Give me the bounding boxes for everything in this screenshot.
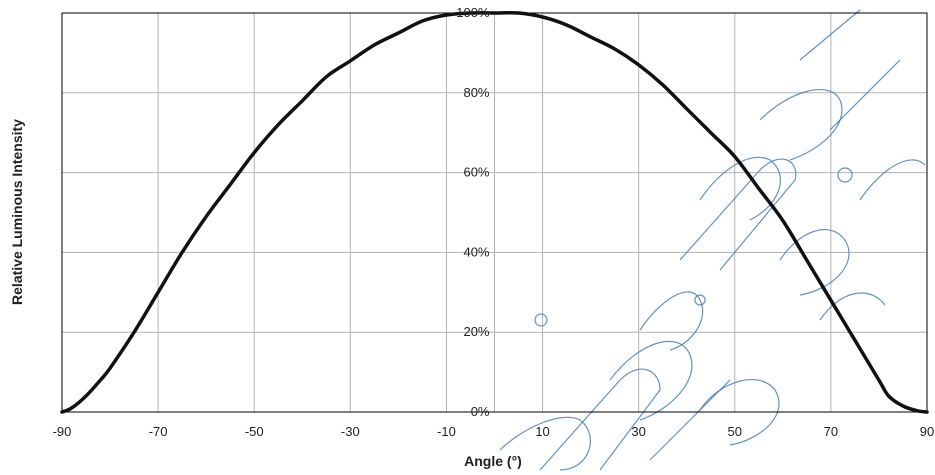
x-tick-labels: -90 -70 -50 -30 -10 10 30 50 70 90 [53, 424, 935, 439]
x-axis-title: Angle (°) [464, 453, 522, 469]
y-tick-label: 20% [463, 324, 489, 339]
watermark-stroke-1 [539, 368, 661, 471]
y-tick-label: 80% [463, 85, 489, 100]
x-tick-label: 70 [824, 424, 838, 439]
watermark-stroke-11 [819, 292, 886, 321]
watermark-dot-2 [694, 294, 706, 306]
x-tick-label: -50 [245, 424, 264, 439]
y-tick-label: 100% [456, 5, 490, 20]
x-tick-label: -30 [341, 424, 360, 439]
series-layer [60, 10, 929, 414]
y-tick-labels: 0% 20% 40% 60% 80% 100% [456, 5, 490, 419]
x-tick-label: 90 [920, 424, 934, 439]
watermark-outline [499, 9, 926, 471]
watermark-stroke-4 [679, 158, 797, 271]
y-tick-label: 0% [471, 404, 490, 419]
x-tick-label: 50 [728, 424, 742, 439]
watermark-stroke-7 [799, 9, 861, 61]
watermark-stroke-9 [859, 159, 926, 201]
y-axis-title: Relative Luminous Intensity [9, 119, 25, 305]
y-tick-label: 60% [463, 165, 489, 180]
series-line-0 [60, 10, 929, 414]
x-tick-label: -90 [53, 424, 72, 439]
watermark-stroke-10 [779, 229, 850, 296]
watermark-stroke-6 [759, 89, 843, 161]
watermark-stroke-0 [499, 416, 591, 471]
watermark-stroke-2 [609, 340, 693, 421]
x-tick-label: -70 [149, 424, 168, 439]
watermark-stroke-5 [699, 156, 781, 221]
x-tick-label: 10 [535, 424, 549, 439]
watermark-stroke-3 [639, 291, 704, 351]
watermark-dot-0 [534, 313, 548, 327]
grid-lines [62, 13, 927, 412]
x-tick-label: -10 [437, 424, 456, 439]
y-tick-label: 40% [463, 244, 489, 259]
watermark-dot-1 [837, 167, 853, 183]
x-tick-label: 30 [631, 424, 645, 439]
watermark-stroke-8 [829, 59, 901, 131]
watermark-stroke-13 [649, 379, 731, 461]
